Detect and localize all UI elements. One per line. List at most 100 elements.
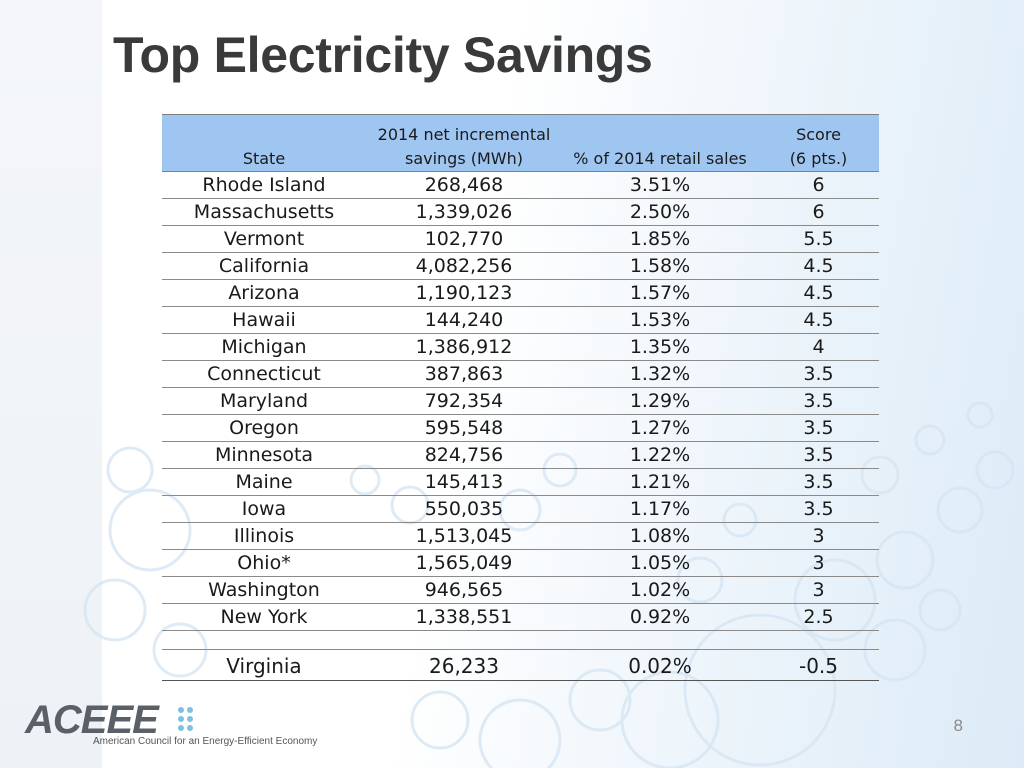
left-background-strip — [0, 0, 102, 768]
cell-mwh: 824,756 — [366, 441, 562, 469]
cell-mwh: 595,548 — [366, 414, 562, 442]
cell-pct: 1.21% — [562, 468, 758, 496]
cell-score: 6 — [758, 198, 879, 226]
logo-wordmark: ACEEE — [25, 698, 159, 742]
cell-pct: 3.51% — [562, 171, 758, 199]
aceee-logo: ACEEE American Council for an Energy-Eff… — [25, 698, 317, 755]
table-row: Oregon 595,548 1.27% 3.5 — [162, 414, 879, 442]
cell-mwh: 1,386,912 — [366, 333, 562, 361]
cell-state: Arizona — [162, 279, 366, 307]
table-row: Washington 946,565 1.02% 3 — [162, 576, 879, 604]
cell-score: 3.5 — [758, 495, 879, 523]
cell-state: Oregon — [162, 414, 366, 442]
header-state-label: State — [242, 149, 286, 168]
cell-mwh: 145,413 — [366, 468, 562, 496]
cell-pct: 1.17% — [562, 495, 758, 523]
cell-mwh: 1,190,123 — [366, 279, 562, 307]
cell-pct: 1.05% — [562, 549, 758, 577]
cell-pct: 1.35% — [562, 333, 758, 361]
header-score: Score (6 pts.) — [758, 114, 879, 172]
table-row: Arizona 1,190,123 1.57% 4.5 — [162, 279, 879, 307]
cell-pct: 1.22% — [562, 441, 758, 469]
cell-pct: 1.27% — [562, 414, 758, 442]
cell-state: Minnesota — [162, 441, 366, 469]
page-number: 8 — [953, 716, 963, 735]
table-row: Maine 145,413 1.21% 3.5 — [162, 468, 879, 496]
spacer-cell — [162, 630, 879, 650]
table-row: Iowa 550,035 1.17% 3.5 — [162, 495, 879, 523]
cell-state: Rhode Island — [162, 171, 366, 199]
header-state: State — [162, 114, 366, 172]
cell-mwh: 4,082,256 — [366, 252, 562, 280]
cell-pct: 1.29% — [562, 387, 758, 415]
logo-tagline: American Council for an Energy-Efficient… — [93, 736, 318, 747]
cell-mwh: 792,354 — [366, 387, 562, 415]
header-pct: % of 2014 retail sales — [562, 114, 758, 172]
table-row: Rhode Island 268,468 3.51% 6 — [162, 171, 879, 199]
cell-pct: 1.32% — [562, 360, 758, 388]
table-row: Maryland 792,354 1.29% 3.5 — [162, 387, 879, 415]
cell-score: 4.5 — [758, 279, 879, 307]
table-row: Ohio* 1,565,049 1.05% 3 — [162, 549, 879, 577]
table-row: New York 1,338,551 0.92% 2.5 — [162, 603, 879, 631]
cell-state: Connecticut — [162, 360, 366, 388]
cell-mwh: 1,339,026 — [366, 198, 562, 226]
cell-score: 4.5 — [758, 252, 879, 280]
cell-pct: 1.08% — [562, 522, 758, 550]
header-mwh-line2: savings (MWh) — [404, 149, 524, 168]
cell-score: 3 — [758, 549, 879, 577]
cell-pct: 1.58% — [562, 252, 758, 280]
table-row: Hawaii 144,240 1.53% 4.5 — [162, 306, 879, 334]
cell-state: California — [162, 252, 366, 280]
cell-state: Virginia — [162, 649, 366, 681]
cell-state: New York — [162, 603, 366, 631]
cell-pct: 1.85% — [562, 225, 758, 253]
cell-state: Massachusetts — [162, 198, 366, 226]
cell-pct: 0.92% — [562, 603, 758, 631]
header-mwh: 2014 net incremental savings (MWh) — [366, 114, 562, 172]
slide-title: Top Electricity Savings — [113, 27, 653, 83]
cell-pct: 2.50% — [562, 198, 758, 226]
table-row: Massachusetts 1,339,026 2.50% 6 — [162, 198, 879, 226]
cell-mwh: 946,565 — [366, 576, 562, 604]
cell-score: 4 — [758, 333, 879, 361]
table-row: Minnesota 824,756 1.22% 3.5 — [162, 441, 879, 469]
cell-pct: 0.02% — [562, 649, 758, 681]
cell-score: 2.5 — [758, 603, 879, 631]
cell-score: 6 — [758, 171, 879, 199]
cell-score: 4.5 — [758, 306, 879, 334]
table-row: Vermont 102,770 1.85% 5.5 — [162, 225, 879, 253]
cell-pct: 1.57% — [562, 279, 758, 307]
header-score-line1: Score — [796, 125, 841, 144]
table-row: Michigan 1,386,912 1.35% 4 — [162, 333, 879, 361]
cell-mwh: 1,565,049 — [366, 549, 562, 577]
cell-score: 3.5 — [758, 441, 879, 469]
table-row: California 4,082,256 1.58% 4.5 — [162, 252, 879, 280]
cell-pct: 1.02% — [562, 576, 758, 604]
cell-score: 3 — [758, 576, 879, 604]
cell-state: Maine — [162, 468, 366, 496]
cell-state: Ohio* — [162, 549, 366, 577]
cell-score: 3.5 — [758, 414, 879, 442]
cell-state: Iowa — [162, 495, 366, 523]
cell-score: 3.5 — [758, 387, 879, 415]
table-header-row: State 2014 net incremental savings (MWh) … — [162, 114, 879, 172]
header-score-line2: (6 pts.) — [789, 149, 848, 168]
cell-mwh: 268,468 — [366, 171, 562, 199]
logo-dots-icon — [178, 707, 193, 731]
cell-mwh: 102,770 — [366, 225, 562, 253]
table-row: Connecticut 387,863 1.32% 3.5 — [162, 360, 879, 388]
cell-state: Maryland — [162, 387, 366, 415]
cell-state: Michigan — [162, 333, 366, 361]
cell-score: 3 — [758, 522, 879, 550]
cell-mwh: 550,035 — [366, 495, 562, 523]
table-body: Rhode Island 268,468 3.51% 6 Massachusetts 1,… — [162, 171, 879, 681]
cell-score: 3.5 — [758, 360, 879, 388]
savings-table: State 2014 net incremental savings (MWh) … — [162, 114, 879, 681]
cell-state: Hawaii — [162, 306, 366, 334]
cell-mwh: 387,863 — [366, 360, 562, 388]
cell-mwh: 1,513,045 — [366, 522, 562, 550]
table-row: Illinois 1,513,045 1.08% 3 — [162, 522, 879, 550]
table-spacer-row — [162, 630, 879, 650]
cell-state: Illinois — [162, 522, 366, 550]
